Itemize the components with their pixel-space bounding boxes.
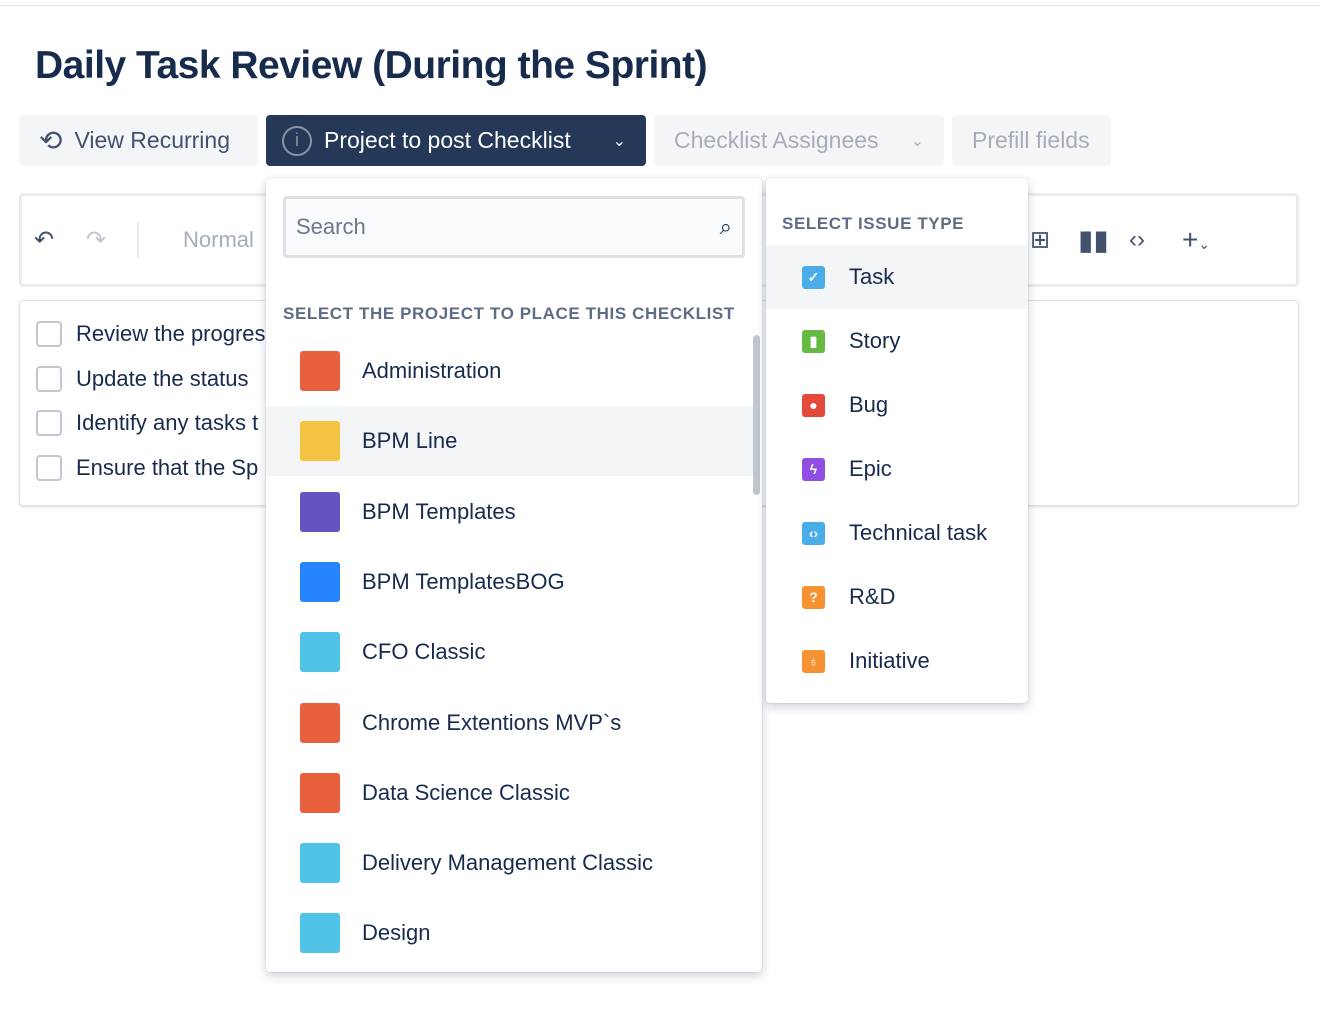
checkbox[interactable] (36, 455, 62, 481)
undo-icon[interactable]: ↶ (34, 226, 55, 254)
issue-type-label: Story (849, 328, 901, 353)
history-icon: ⟲ (39, 125, 63, 156)
project-option-label: CFO Classic (362, 639, 486, 665)
insert-plus-icon[interactable]: +⌄ (1182, 224, 1211, 255)
issue-type-label: Technical task (849, 520, 988, 545)
project-option-label: BPM TemplatesBOG (362, 568, 565, 594)
issue-type-label: Epic (849, 456, 892, 481)
cloud-icon (300, 561, 340, 602)
issue-type-header: SELECT ISSUE TYPE (782, 214, 965, 233)
prefill-label: Prefill fields (972, 127, 1090, 153)
project-option[interactable]: Design (266, 898, 756, 968)
project-dropdown-button[interactable]: i Project to post Checklist ⌄ (266, 115, 646, 166)
prefill-fields-button[interactable]: Prefill fields (952, 115, 1111, 166)
text-style-select[interactable]: Normal (183, 227, 254, 252)
checkbox[interactable] (36, 410, 62, 436)
checklist-item[interactable]: Ensure that the Sp (36, 455, 258, 481)
checklist-item[interactable]: Update the status (36, 366, 248, 392)
checklist-assignees-button[interactable]: Checklist Assignees ⌄ (654, 115, 944, 166)
code-window-icon (300, 772, 340, 813)
checklist-item-text: Identify any tasks t (76, 410, 259, 435)
project-option[interactable]: BPM Templates (266, 477, 756, 547)
project-dropdown-menu: Search ⌕ SELECT THE PROJECT TO PLACE THIS… (266, 178, 762, 972)
issue-type-option[interactable]: ‹› Technical task (766, 501, 1028, 565)
search-icon: ⌕ (719, 214, 732, 239)
issue-type-dropdown-menu: SELECT ISSUE TYPE ✓ Task ▮ Story ● Bug ϟ Epic ‹›… (766, 178, 1028, 703)
checklist-item-text: Update the status (76, 366, 249, 391)
issue-type-option[interactable]: ♁ Initiative (766, 629, 1028, 693)
project-section-header: SELECT THE PROJECT TO PLACE THIS CHECKLI… (283, 304, 735, 323)
project-option-label: Delivery Management Classic (362, 850, 653, 876)
flag-icon (300, 421, 340, 462)
scrollbar[interactable] (753, 335, 760, 495)
issue-type-option[interactable]: ? R&D (766, 565, 1028, 629)
initiative-icon: ♁ (802, 649, 825, 673)
checkbox[interactable] (36, 366, 62, 392)
project-option[interactable]: BPM TemplatesBOG (266, 547, 756, 617)
issue-type-option[interactable]: ▮ Story (766, 309, 1028, 373)
drill-icon (300, 491, 340, 532)
project-option-label: Chrome Extentions MVP`s (362, 709, 622, 735)
project-option[interactable]: Delivery Management Classic (266, 828, 756, 898)
story-icon: ▮ (802, 329, 825, 353)
page-title: Daily Task Review (During the Sprint) (35, 44, 708, 87)
rocket-icon (300, 632, 340, 673)
issue-type-option[interactable]: ● Bug (766, 373, 1028, 437)
technical-task-icon: ‹› (802, 521, 825, 545)
toolbar-separator (137, 222, 139, 258)
checklist-item[interactable]: Review the progres (36, 321, 266, 347)
issue-type-label: Bug (849, 392, 889, 417)
view-recurring-label: View Recurring (74, 127, 230, 153)
checklist-item-text: Review the progres (76, 321, 266, 346)
project-option[interactable]: Data Science Classic (266, 758, 756, 828)
project-option[interactable]: Administration (266, 336, 756, 406)
coffee-cup-icon (300, 843, 340, 884)
wrench-icon (300, 351, 340, 391)
issue-type-label: R&D (849, 584, 896, 609)
project-option-label: BPM Line (362, 428, 458, 454)
checkbox[interactable] (36, 321, 62, 347)
issue-type-label: Initiative (849, 648, 930, 673)
top-divider (0, 5, 1320, 6)
project-option-label: BPM Templates (362, 498, 516, 524)
project-option[interactable]: BPM Line (266, 406, 756, 477)
search-placeholder: Search (296, 214, 366, 239)
issue-type-option[interactable]: ✓ Task (766, 245, 1028, 309)
sliders-icon (300, 702, 340, 743)
table-icon[interactable]: ⊞ (1030, 226, 1051, 254)
redo-icon[interactable]: ↷ (86, 226, 107, 254)
assignees-label: Checklist Assignees (674, 127, 879, 153)
project-option[interactable]: Chrome Extentions MVP`s (266, 688, 756, 758)
info-icon: i (282, 125, 312, 156)
project-option[interactable]: CFO Classic (266, 617, 756, 687)
checklist-item-text: Ensure that the Sp (76, 455, 259, 480)
chevron-down-icon: ⌄ (910, 132, 924, 150)
view-recurring-button[interactable]: ⟲ View Recurring (19, 115, 258, 166)
project-label: Project to post Checklist (324, 127, 571, 153)
bug-icon: ● (802, 393, 825, 417)
checklist-item[interactable]: Identify any tasks t (36, 410, 258, 436)
project-option-label: Design (362, 920, 431, 946)
task-icon: ✓ (802, 265, 825, 289)
rnd-icon: ? (802, 585, 825, 609)
notepad-icon (300, 913, 340, 954)
layout-columns-icon[interactable]: ▮▮ (1078, 224, 1109, 256)
issue-type-option[interactable]: ϟ Epic (766, 437, 1028, 501)
code-icon[interactable]: ‹› (1129, 226, 1145, 253)
project-option-label: Administration (362, 358, 502, 383)
epic-icon: ϟ (802, 457, 825, 481)
chevron-down-icon: ⌄ (612, 132, 626, 150)
issue-type-label: Task (849, 264, 895, 289)
search-input[interactable]: Search ⌕ (283, 196, 745, 258)
project-option-label: Data Science Classic (362, 779, 570, 805)
